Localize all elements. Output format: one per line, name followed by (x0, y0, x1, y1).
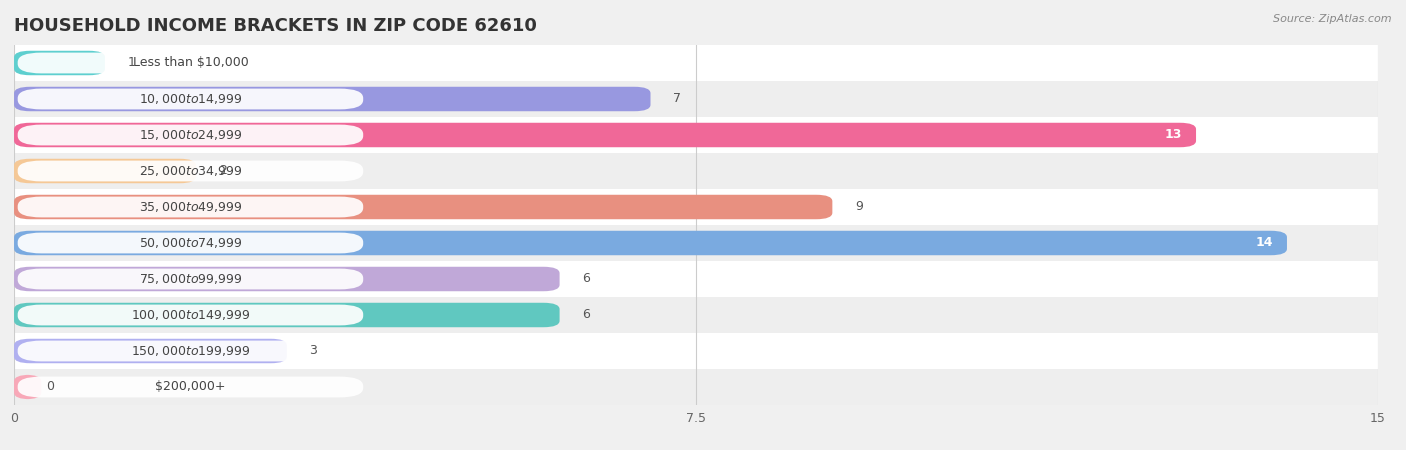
Bar (14, 153, 1378, 189)
FancyBboxPatch shape (18, 341, 363, 361)
Text: $75,000 to $99,999: $75,000 to $99,999 (139, 272, 242, 286)
Bar (14, 225, 1378, 261)
FancyBboxPatch shape (14, 87, 651, 111)
Bar (14, 117, 1378, 153)
FancyBboxPatch shape (14, 195, 832, 219)
Text: $35,000 to $49,999: $35,000 to $49,999 (139, 200, 242, 214)
Text: $200,000+: $200,000+ (155, 381, 226, 393)
FancyBboxPatch shape (18, 377, 363, 397)
FancyBboxPatch shape (18, 305, 363, 325)
FancyBboxPatch shape (18, 269, 363, 289)
Text: $150,000 to $199,999: $150,000 to $199,999 (131, 344, 250, 358)
Text: 1: 1 (128, 57, 135, 69)
Text: 3: 3 (309, 345, 318, 357)
Bar (14, 333, 1378, 369)
FancyBboxPatch shape (14, 123, 1197, 147)
FancyBboxPatch shape (14, 375, 41, 399)
FancyBboxPatch shape (14, 51, 105, 75)
FancyBboxPatch shape (18, 89, 363, 109)
FancyBboxPatch shape (18, 233, 363, 253)
Text: Less than $10,000: Less than $10,000 (132, 57, 249, 69)
FancyBboxPatch shape (18, 197, 363, 217)
Text: 14: 14 (1256, 237, 1274, 249)
Text: Source: ZipAtlas.com: Source: ZipAtlas.com (1274, 14, 1392, 23)
Text: 6: 6 (582, 309, 591, 321)
Bar (14, 189, 1378, 225)
Text: HOUSEHOLD INCOME BRACKETS IN ZIP CODE 62610: HOUSEHOLD INCOME BRACKETS IN ZIP CODE 62… (14, 17, 537, 35)
FancyBboxPatch shape (14, 339, 287, 363)
Text: $10,000 to $14,999: $10,000 to $14,999 (139, 92, 242, 106)
FancyBboxPatch shape (18, 161, 363, 181)
Bar (14, 81, 1378, 117)
Bar (14, 369, 1378, 405)
Bar (14, 45, 1378, 81)
Text: 6: 6 (582, 273, 591, 285)
Text: $50,000 to $74,999: $50,000 to $74,999 (139, 236, 242, 250)
FancyBboxPatch shape (18, 53, 363, 73)
FancyBboxPatch shape (14, 267, 560, 291)
FancyBboxPatch shape (18, 125, 363, 145)
FancyBboxPatch shape (14, 159, 195, 183)
Bar (14, 261, 1378, 297)
Text: $100,000 to $149,999: $100,000 to $149,999 (131, 308, 250, 322)
FancyBboxPatch shape (14, 231, 1286, 255)
Bar (14, 297, 1378, 333)
Text: 9: 9 (855, 201, 863, 213)
Text: 13: 13 (1166, 129, 1182, 141)
Text: $15,000 to $24,999: $15,000 to $24,999 (139, 128, 242, 142)
Text: 0: 0 (46, 381, 53, 393)
Text: $25,000 to $34,999: $25,000 to $34,999 (139, 164, 242, 178)
FancyBboxPatch shape (14, 303, 560, 327)
Text: 7: 7 (673, 93, 682, 105)
Text: 2: 2 (219, 165, 226, 177)
